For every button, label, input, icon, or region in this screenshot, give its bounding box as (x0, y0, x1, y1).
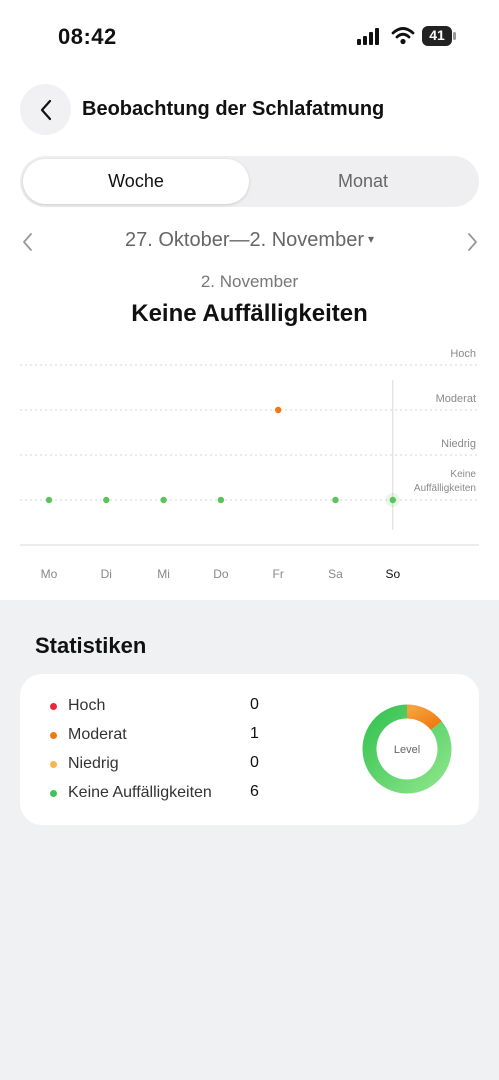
stat-row-moderat: Moderat (50, 724, 270, 746)
data-point (217, 496, 225, 504)
x-axis-label: Mi (157, 567, 170, 581)
y-axis-label: Niedrig (441, 438, 476, 450)
date-range-label: 27. Oktober—2. November (124, 229, 364, 251)
selected-status: Keine Auffälligkeiten (131, 300, 368, 327)
tab-month[interactable]: Monat (337, 171, 389, 191)
y-axis-label: Keine (450, 469, 476, 480)
period-segmented-control: Woche Monat (20, 156, 479, 207)
next-week-chevron-icon[interactable] (460, 230, 484, 254)
level-donut-chart: Level (362, 704, 452, 794)
niedrig-dot (50, 760, 57, 768)
x-axis-label: So (385, 567, 400, 581)
donut-segment (362, 704, 452, 794)
data-point (103, 496, 110, 504)
top-panel: 08:42 41 Beobachtung der Schlafatmung (0, 0, 499, 600)
selected-date: 2. November (200, 272, 299, 291)
data-point (275, 406, 282, 414)
stat-value: 1 (250, 725, 259, 742)
x-axis-label: Mo (41, 567, 58, 581)
wifi-icon (391, 27, 415, 45)
data-point (160, 496, 167, 504)
back-button[interactable] (20, 84, 71, 135)
statistics-title: Statistiken (35, 633, 147, 658)
tab-week[interactable]: Woche (23, 159, 249, 204)
breathing-level-chart: Hoch Moderat Niedrig Keine Auffälligkeiten Mo… (20, 348, 479, 581)
battery-level: 41 (429, 27, 445, 43)
stat-label: Moderat (68, 726, 127, 743)
cellular-signal-icon (357, 28, 379, 45)
caret-down-icon: ▾ (367, 232, 375, 246)
date-range-selector[interactable]: 27. Oktober—2. November ▾ (0, 229, 499, 252)
header: Beobachtung der Schlafatmung (0, 82, 499, 138)
previous-week-chevron-icon[interactable] (16, 230, 40, 254)
date-range-row: 27. Oktober—2. November ▾ (0, 224, 499, 260)
data-point (45, 496, 53, 504)
stat-label: Hoch (68, 697, 106, 714)
stat-value: 0 (250, 754, 259, 771)
x-axis-label: Do (213, 567, 229, 581)
stat-label: Niedrig (68, 755, 119, 772)
moderat-dot (50, 731, 57, 739)
donut-center-label: Level (394, 744, 420, 756)
stat-value: 6 (250, 783, 259, 800)
donut-segment (406, 704, 442, 731)
stat-row-keine: Keine Auffälligkeiten (50, 782, 270, 804)
y-axis-label: Auffälligkeiten (414, 483, 476, 494)
y-axis-label: Hoch (450, 348, 476, 360)
stat-label: Keine Auffälligkeiten (68, 784, 212, 801)
x-axis-label: Di (101, 567, 112, 581)
data-point (389, 496, 396, 504)
battery-icon: 41 (422, 26, 456, 46)
status-time: 08:42 (58, 24, 117, 49)
x-axis-label: Sa (328, 567, 343, 581)
status-bar: 08:42 41 (0, 0, 499, 72)
stat-row-niedrig: Niedrig (50, 753, 270, 775)
page-title: Beobachtung der Schlafatmung (82, 98, 385, 120)
data-point (332, 496, 339, 504)
hoch-dot (50, 702, 57, 710)
stat-value: 0 (250, 696, 259, 713)
statistics-card: Hoch 0 Moderat 1 Niedrig 0 Keine Auffäll… (20, 674, 479, 825)
y-axis-label: Moderat (436, 393, 476, 405)
chevron-left-icon (40, 99, 51, 120)
stat-row-hoch: Hoch (50, 695, 270, 717)
x-axis-label: Fr (273, 567, 284, 581)
keine-dot (50, 789, 57, 797)
